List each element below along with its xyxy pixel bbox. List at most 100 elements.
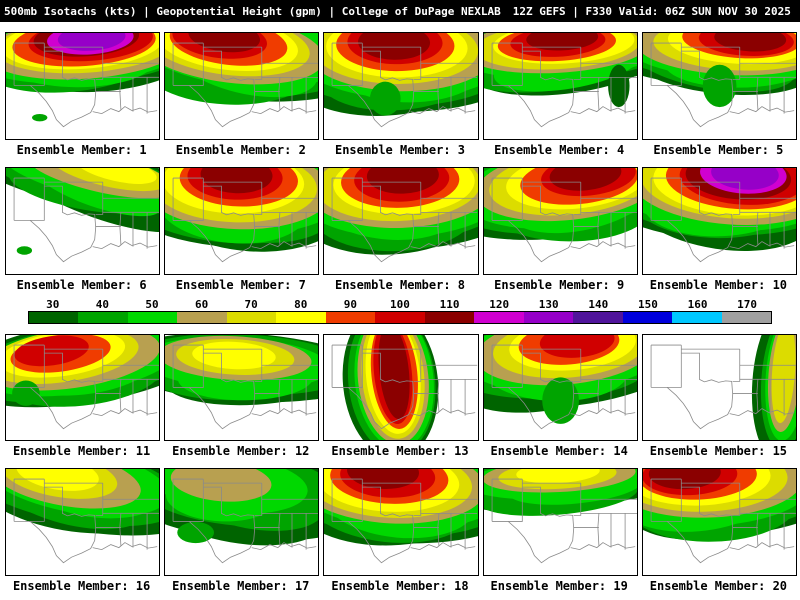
- isotach-contour: [57, 32, 126, 51]
- ensemble-map-9: [482, 166, 638, 275]
- state-borders: [13, 344, 160, 429]
- colorbar-scale: [28, 310, 772, 324]
- ensemble-panel-3: Ensemble Member: 3: [323, 32, 479, 157]
- app-header: 500mb Isotachs (kts) | Geopotential Heig…: [0, 0, 800, 22]
- ensemble-member-label: Ensemble Member: 12: [172, 444, 310, 459]
- ensemble-map-5: [641, 32, 797, 140]
- state-borders: [13, 177, 160, 263]
- ensemble-member-label: Ensemble Member: 3: [334, 142, 466, 157]
- isotach-contour: [200, 167, 273, 194]
- isotach-contour: [702, 64, 737, 108]
- isotach-contour: [607, 64, 630, 108]
- ensemble-panel-4: Ensemble Member: 4: [482, 32, 638, 157]
- ensemble-panel-9: Ensemble Member: 9: [482, 166, 638, 292]
- state-borders: [491, 344, 637, 429]
- colorbar-tick: 160: [687, 297, 708, 311]
- colorbar-tick: 110: [439, 297, 460, 311]
- ensemble-member-label: Ensemble Member: 7: [175, 277, 306, 292]
- isotach-contour: [12, 380, 40, 406]
- isotach-contour: [378, 334, 410, 419]
- colorbar-segment: [523, 311, 574, 323]
- ensemble-panel-19: Ensemble Member: 19: [482, 468, 638, 594]
- colorbar-segment: [78, 311, 128, 323]
- ensemble-map-15: [641, 333, 797, 442]
- ensemble-map-16: [5, 468, 161, 577]
- ensemble-member-label: Ensemble Member: 6: [16, 277, 147, 292]
- ensemble-panel-5: Ensemble Member: 5: [641, 32, 797, 157]
- colorbar-segment: [573, 311, 623, 323]
- ensemble-member-label: Ensemble Member: 10: [649, 277, 788, 292]
- isotach-contour: [714, 32, 786, 52]
- isotach-contour: [710, 167, 779, 190]
- ensemble-member-label: Ensemble Member: 2: [175, 142, 306, 157]
- ensemble-member-label: Ensemble Member: 1: [16, 142, 147, 157]
- state-borders: [491, 42, 637, 128]
- ensemble-map-7: [164, 166, 320, 275]
- ensemble-panel-2: Ensemble Member: 2: [164, 32, 320, 157]
- colorbar-tick: 70: [244, 297, 258, 311]
- ensemble-panel-7: Ensemble Member: 7: [164, 166, 320, 292]
- ensemble-map-2: [164, 32, 320, 140]
- ensemble-map-8: [323, 166, 479, 275]
- colorbar-segment: [226, 311, 277, 323]
- state-borders: [13, 42, 160, 128]
- colorbar-segment: [672, 311, 722, 323]
- ensemble-map-12: [164, 333, 320, 442]
- ensemble-member-label: Ensemble Member: 8: [334, 277, 466, 292]
- ensemble-map-20: [641, 468, 797, 577]
- ensemble-panel-15: Ensemble Member: 15: [641, 333, 797, 459]
- ensemble-map-3: [323, 32, 479, 140]
- ensemble-map-13: [323, 333, 479, 442]
- state-borders: [332, 177, 478, 263]
- isotach-contour: [192, 341, 276, 369]
- isotach-contour: [14, 335, 89, 366]
- isotach-contour: [32, 113, 48, 122]
- ensemble-member-label: Ensemble Member: 4: [494, 142, 625, 157]
- ensemble-member-label: Ensemble Member: 14: [490, 444, 628, 459]
- colorbar-tick: 140: [588, 297, 609, 311]
- state-borders: [172, 177, 319, 263]
- colorbar-tick-labels: 30 40 50 60 70 80 90 100 110 120 130 140 150 160 170: [28, 298, 772, 311]
- ensemble-map-19: [482, 468, 638, 577]
- isotach-contour: [75, 167, 157, 184]
- colorbar-segment: [474, 311, 524, 323]
- ensemble-map-4: [482, 32, 638, 140]
- isotach-contour: [16, 469, 99, 492]
- colorbar-tick: 150: [637, 297, 658, 311]
- isotach-contour: [771, 334, 796, 423]
- ensemble-panel-1: Ensemble Member: 1: [5, 32, 161, 157]
- ensemble-map-10: [641, 166, 797, 275]
- isotach-contour: [188, 32, 261, 53]
- colorbar-segment: [325, 311, 376, 323]
- state-borders: [332, 479, 478, 564]
- ensemble-member-label: Ensemble Member: 18: [331, 579, 469, 594]
- isotach-contour: [370, 81, 401, 116]
- ensemble-panel-16: Ensemble Member: 16: [5, 468, 161, 593]
- isotach-contour: [16, 246, 33, 255]
- isotach-contour: [648, 469, 721, 490]
- ensemble-panel-12: Ensemble Member: 12: [164, 333, 320, 459]
- colorbar-segment: [127, 311, 178, 323]
- state-borders: [650, 344, 796, 429]
- ensemble-member-label: Ensemble Member: 11: [12, 444, 151, 459]
- ensemble-member-label: Ensemble Member: 20: [649, 579, 788, 594]
- ensemble-map-6: [5, 166, 161, 275]
- state-borders: [650, 177, 796, 263]
- ensemble-map-14: [482, 333, 638, 442]
- colorbar-tick: 40: [95, 297, 110, 311]
- state-borders: [13, 479, 160, 564]
- state-borders: [650, 479, 796, 564]
- ensemble-panel-10: Ensemble Member: 10: [641, 166, 797, 292]
- ensemble-panel-8: Ensemble Member: 8: [323, 166, 479, 292]
- isotach-contour: [525, 32, 598, 51]
- ensemble-map-1: [5, 32, 161, 140]
- ensemble-member-label: Ensemble Member: 13: [331, 444, 469, 459]
- state-borders: [172, 479, 319, 564]
- isotach-contour: [515, 469, 600, 484]
- ensemble-panel-14: Ensemble Member: 14: [482, 333, 638, 459]
- ensemble-panel-20: Ensemble Member: 20: [641, 468, 797, 594]
- panel-row-1: Ensemble Member: 1 Ensemble Member: 2 Ense…: [0, 32, 800, 157]
- ensemble-panel-13: Ensemble Member: 13: [323, 333, 479, 459]
- ensemble-member-label: Ensemble Member: 19: [490, 579, 628, 594]
- state-borders: [491, 479, 637, 564]
